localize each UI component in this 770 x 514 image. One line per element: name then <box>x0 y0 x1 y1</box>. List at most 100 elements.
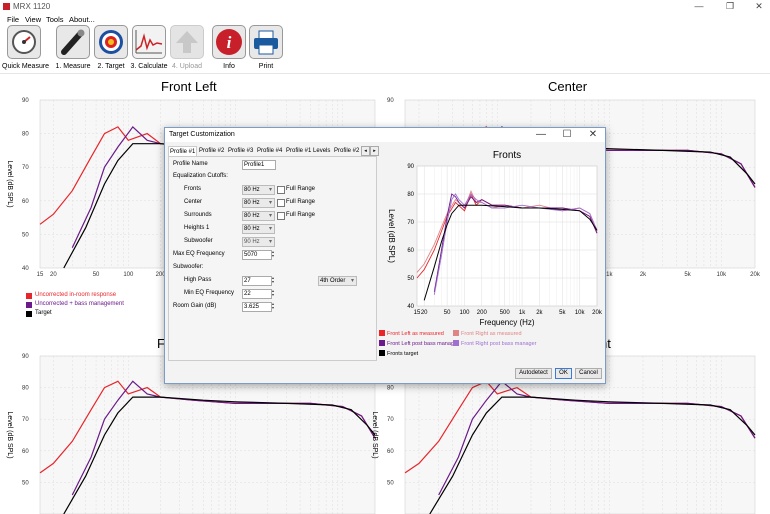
subwoofer-cutoff-select[interactable]: 90 Hz <box>242 237 275 247</box>
tab-scroll-left-icon[interactable]: ◂ <box>361 146 370 156</box>
y-tick-label: 80 <box>22 132 29 138</box>
lower-left-y-axis-label: Level (dB SPL) <box>6 411 13 458</box>
legend-swatch <box>453 330 459 336</box>
series-line-5 <box>423 204 598 301</box>
calculate-button[interactable]: 3. Calculate <box>130 25 168 70</box>
fronts-cutoff-select[interactable]: 80 Hz <box>242 185 275 195</box>
y-tick-label: 50 <box>387 480 394 486</box>
high-pass-label: High Pass <box>184 277 212 283</box>
dialog-title: Target Customization <box>169 131 235 138</box>
tab-profile-1-levels[interactable]: Profile #1 Levels <box>286 148 331 154</box>
room-gain-input[interactable]: 3.625 <box>242 302 272 312</box>
menu-about[interactable]: About... <box>69 15 95 24</box>
graph-icon <box>132 25 166 59</box>
x-tick-label: 1k <box>519 310 526 316</box>
tab-profile-2[interactable]: Profile #2 <box>199 148 225 154</box>
minimize-button[interactable]: — <box>694 1 704 11</box>
tab-profile-1[interactable]: Profile #1 <box>168 146 198 157</box>
y-tick-label: 40 <box>407 304 414 310</box>
menu-file[interactable]: File <box>7 15 20 24</box>
x-tick-label: 15 <box>414 310 421 316</box>
subwoofer-cutoff-label: Subwoofer <box>184 238 213 244</box>
dialog-title-bar: Target Customization — ☐ ✕ <box>165 128 605 142</box>
x-tick-label: 10k <box>716 272 727 278</box>
x-tick-label: 50 <box>444 310 451 316</box>
menu-tools[interactable]: Tools <box>46 15 64 24</box>
heights-1-label: Heights 1 <box>184 225 210 231</box>
legend-label: Uncorrected in-room response <box>35 292 117 298</box>
center-cutoff-select[interactable]: 80 Hz <box>242 198 275 208</box>
dialog-minimize-button[interactable]: — <box>536 129 546 140</box>
tab-profile-3[interactable]: Profile #3 <box>228 148 254 154</box>
y-tick-label: 60 <box>387 449 394 455</box>
max-eq-spinner-icon[interactable]: ▴ ▾ <box>271 249 274 258</box>
y-tick-label: 70 <box>22 417 29 423</box>
legend-swatch <box>379 330 385 336</box>
x-tick-label: 200 <box>156 272 167 278</box>
min-eq-spinner-icon[interactable]: ▴ ▾ <box>271 288 274 297</box>
close-button[interactable]: ✕ <box>755 1 763 11</box>
dialog-maximize-button[interactable]: ☐ <box>562 129 572 140</box>
lower-left-curve-3 <box>63 396 376 514</box>
filter-order-select[interactable]: 4th Order <box>318 276 357 286</box>
printer-icon <box>249 25 283 59</box>
print-button[interactable]: Print <box>248 25 284 70</box>
surrounds-cutoff-select[interactable]: 80 Hz <box>242 211 275 221</box>
y-tick-label: 60 <box>22 199 29 205</box>
x-tick-label: 2k <box>536 310 543 316</box>
title-bar: MRX 1120 — ❐ ✕ <box>0 0 770 14</box>
y-tick-label: 80 <box>407 192 414 198</box>
fronts-chart: 15 20 50 100 200 500 1k 2k 5k 10k 20k 40 50 60 70 80 90 F… <box>379 150 603 357</box>
eq-cutoffs-label: Equalization Cutoffs: <box>173 173 228 179</box>
x-tick-label: 200 <box>477 310 488 316</box>
min-eq-frequency-label: Min EQ Frequency <box>184 290 235 296</box>
fronts-full-range-checkbox[interactable] <box>277 186 285 194</box>
upload-button[interactable]: 4. Upload <box>169 25 205 70</box>
x-tick-label: 2k <box>640 272 647 278</box>
menu-view[interactable]: View <box>25 15 42 24</box>
tab-profile-4[interactable]: Profile #4 <box>257 148 283 154</box>
center-full-range-checkbox[interactable] <box>277 199 285 207</box>
x-tick-label: 5k <box>684 272 691 278</box>
x-axis-label: Frequency (Hz) <box>479 318 534 327</box>
x-tick-label: 5k <box>559 310 566 316</box>
chart-title: Fronts <box>493 150 521 161</box>
info-button[interactable]: i Info <box>211 25 247 70</box>
autodetect-button[interactable]: Autodetect <box>515 368 552 379</box>
info-icon: i <box>212 25 246 59</box>
maximize-button[interactable]: ❐ <box>725 1 735 11</box>
legend-swatch <box>26 293 32 299</box>
ok-button[interactable]: OK <box>555 368 572 379</box>
max-eq-frequency-input[interactable]: 5070 <box>242 250 272 260</box>
high-pass-spinner-icon[interactable]: ▴ ▾ <box>271 275 274 284</box>
legend-label: Fronts target <box>387 351 419 357</box>
x-tick-label: 20k <box>592 310 603 316</box>
print-label: Print <box>258 63 274 70</box>
x-tick-label: 20k <box>750 272 761 278</box>
cancel-button[interactable]: Cancel <box>575 368 602 379</box>
min-eq-frequency-input[interactable]: 22 <box>242 289 272 299</box>
legend-swatch <box>379 340 385 346</box>
profile-name-input[interactable]: Profile1 <box>242 160 276 170</box>
measure-button[interactable]: 1. Measure <box>55 25 91 70</box>
high-pass-input[interactable]: 27 <box>242 276 272 286</box>
tab-profile-2-levels[interactable]: Profile #2 <box>334 148 360 154</box>
subwoofer-section-label: Subwoofer: <box>173 264 204 270</box>
tab-scroll-right-icon[interactable]: ▸ <box>370 146 379 156</box>
x-tick-label: 500 <box>500 310 511 316</box>
surrounds-full-range-checkbox[interactable] <box>277 212 285 220</box>
heights-1-cutoff-select[interactable]: 80 Hz <box>242 224 275 234</box>
room-gain-label: Room Gain (dB) <box>173 303 217 309</box>
toolbar-separator <box>0 73 770 74</box>
room-gain-spinner-icon[interactable]: ▴ ▾ <box>271 301 274 310</box>
quick-measure-button[interactable]: Quick Measure <box>2 25 49 70</box>
y-tick-label: 50 <box>407 276 414 282</box>
window-title: MRX 1120 <box>13 2 51 11</box>
legend-label: Front Left as measured <box>387 331 444 337</box>
y-tick-label: 90 <box>407 164 414 170</box>
y-tick-label: 70 <box>407 220 414 226</box>
fronts-full-range-label: Full Range <box>286 186 316 192</box>
dialog-close-button[interactable]: ✕ <box>588 129 598 140</box>
profile-name-label: Profile Name <box>173 161 208 167</box>
target-button[interactable]: 2. Target <box>93 25 129 70</box>
